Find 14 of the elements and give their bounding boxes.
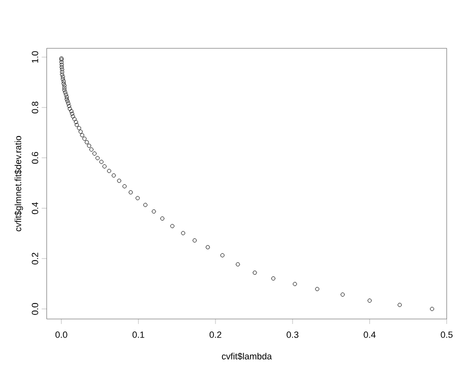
x-tick-label: 0.0: [55, 332, 68, 338]
y-axis-title: cvfit$glmnet.fit$dev.ratio: [14, 136, 23, 232]
x-tick-label: 0.4: [364, 332, 376, 338]
y-tick-label: 0.8: [32, 102, 38, 114]
y-tick-label: 0.4: [32, 202, 38, 214]
x-tick-label: 0.3: [286, 332, 298, 338]
y-tick-label: 1.0: [32, 51, 38, 63]
x-tick-label: 0.5: [440, 332, 453, 338]
x-tick-label: 0.2: [210, 332, 222, 338]
y-tick-label: 0.6: [32, 152, 38, 164]
x-tick-label: 0.1: [132, 332, 144, 338]
y-tick-label: 0.2: [32, 252, 38, 264]
x-axis-title: cvfit$lambda: [222, 352, 272, 360]
y-tick-label: 0.0: [32, 303, 38, 315]
